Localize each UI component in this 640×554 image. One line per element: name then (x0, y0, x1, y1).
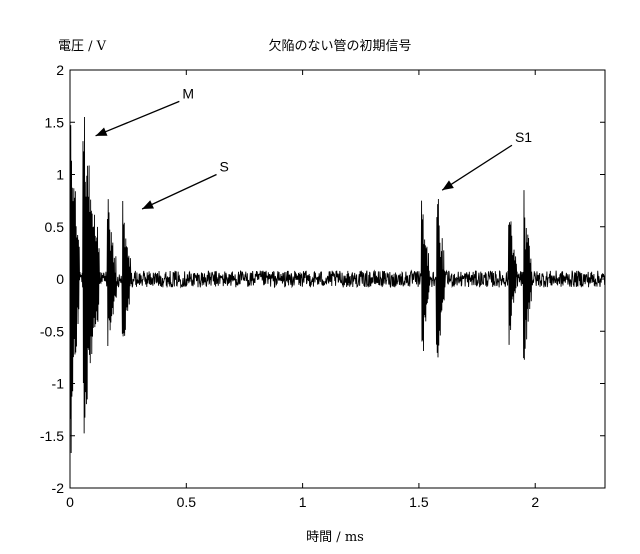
annotation-arrow-head (142, 200, 154, 209)
x-tick-label: 0 (66, 494, 74, 510)
annotation-label: M (182, 85, 194, 101)
y-tick-label: 0 (56, 271, 64, 287)
annotation-label: S (220, 159, 229, 175)
tick-layer: 0 0.5 1 1.5 2 2 1.5 1 0.5 0 -0.5 -1 -1.5 -2 (40, 62, 605, 510)
x-tick-label: 0.5 (177, 494, 197, 510)
y-axis-label: 電圧 / V (58, 39, 107, 54)
x-tick-label: 1.5 (409, 494, 429, 510)
annotation-layer: M S S1 (95, 85, 532, 210)
signal-series-0 (69, 109, 606, 453)
y-tick-label: -0.5 (40, 323, 64, 339)
signal-layer (69, 109, 606, 453)
chart-title: 欠陥のない管の初期信号 (268, 38, 411, 54)
y-tick-label: 1.5 (45, 114, 65, 130)
annotation-arrow-line (441, 144, 513, 191)
annotation-label: S1 (515, 129, 532, 145)
annotation-arrow-head (95, 127, 108, 136)
y-tick-label: -2 (52, 480, 65, 496)
y-tick-label: 1 (56, 167, 64, 183)
x-axis-label: 時間 / ms (306, 530, 364, 545)
annotation-arrow-line (95, 100, 180, 137)
annotation-arrow-line (141, 173, 217, 210)
y-tick-label: -1.5 (40, 428, 64, 444)
annotation-arrow-head (442, 180, 454, 191)
x-tick-label: 1 (299, 494, 307, 510)
y-tick-label: 0.5 (45, 219, 65, 235)
y-tick-label: 2 (56, 62, 64, 78)
y-tick-label: -1 (52, 376, 65, 392)
x-tick-label: 2 (531, 494, 539, 510)
